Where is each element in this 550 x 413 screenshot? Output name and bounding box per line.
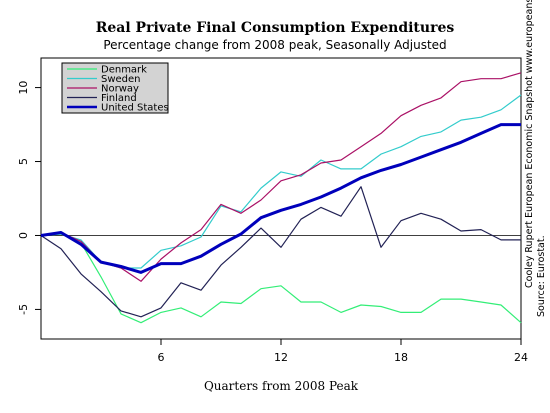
y-tick-label: 10: [17, 81, 30, 95]
legend-label: Sweden: [101, 74, 141, 85]
source-line: Source: Eurostat.: [536, 235, 547, 317]
series-line-finland: [40, 186, 521, 318]
chart-subtitle: Percentage change from 2008 peak, Season…: [103, 38, 446, 52]
y-tick-label: 5: [17, 158, 30, 165]
x-tick-label: 12: [274, 351, 288, 364]
legend-label: Norway: [101, 84, 139, 95]
axis-ticks: 6 12 18 24 -5 0 5 10: [17, 81, 528, 364]
credit-line: Cooley Rupert European Economic Snapshot…: [524, 0, 535, 288]
x-tick-label: 6: [158, 351, 165, 364]
y-tick-label: -5: [17, 304, 30, 315]
x-tick-label: 24: [514, 351, 528, 364]
legend-label: Finland: [101, 93, 137, 104]
legend-label: United States: [101, 103, 169, 114]
x-axis-label: Quarters from 2008 Peak: [204, 379, 359, 393]
series-lines: [40, 72, 522, 324]
series-line-united-states: [40, 123, 521, 274]
series-line-denmark: [40, 233, 522, 324]
y-tick-label: 0: [17, 232, 30, 239]
x-tick-label: 18: [394, 351, 408, 364]
chart-title: Real Private Final Consumption Expenditu…: [96, 20, 455, 36]
legend-label: Denmark: [101, 65, 147, 76]
